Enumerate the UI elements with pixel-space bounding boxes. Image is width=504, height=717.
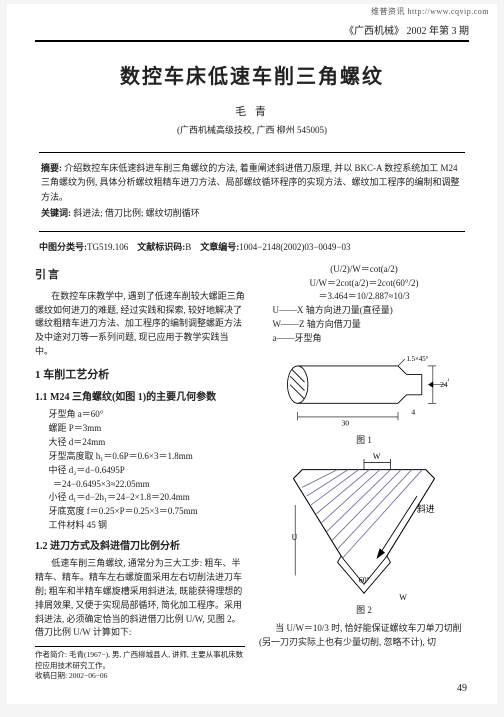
section-1-heading: 1 车削工艺分析 bbox=[35, 367, 245, 384]
keywords-label: 关键词: bbox=[41, 208, 71, 218]
footer-block: 作者简介: 毛青(1967−), 男, 广西柳城县人, 讲师, 主要从事机床数控… bbox=[35, 646, 245, 682]
param-pitch-dia: 中径 d₂＝d−0.6495P bbox=[49, 464, 246, 478]
legend-a: a——牙型角 bbox=[273, 332, 470, 346]
doc-code: B bbox=[185, 242, 191, 252]
legend-u: U——X 轴方向进刀量(直径量) bbox=[273, 304, 470, 318]
chamfer-label: 1.5×45° bbox=[407, 356, 429, 363]
param-minor-dia: 小径 d₁＝d−2h₁＝24−2×1.8＝20.4mm bbox=[49, 491, 246, 505]
abstract-text: 介绍数控车床低速斜进车削三角螺纹的方法, 着重阐述斜进借刀原理, 并以 BKC-… bbox=[41, 163, 460, 202]
page-number: 49 bbox=[457, 683, 467, 694]
author-bio: 作者简介: 毛青(1967−), 男, 广西柳城县人, 讲师, 主要从事机床数控… bbox=[35, 650, 245, 671]
classification-line: 中图分类号:TG519.106 文献标识码:B 文章编号:1004−2148(2… bbox=[39, 240, 465, 253]
right-column: (U/2)/W＝cot(a/2) U/W＝2cot(a/2)＝2cot(60°/… bbox=[259, 263, 469, 682]
intro-heading: 引言 bbox=[35, 267, 245, 284]
journal-header: 《广西机械》 2002 年第 3 期 bbox=[35, 22, 469, 42]
keywords-text: 斜进法; 借刀比例; 螺纹切削循环 bbox=[73, 208, 200, 218]
article-id-label: 文章编号: bbox=[200, 242, 239, 252]
param-major-dia: 大径 d＝24mm bbox=[49, 436, 246, 450]
figure-1: 30 24 4 1.5×45° A bbox=[279, 350, 449, 432]
abstract-block: 摘要: 介绍数控车床低速斜进车削三角螺纹的方法, 着重阐述斜进借刀原理, 并以 … bbox=[39, 152, 465, 232]
view-arrow-a: A bbox=[447, 374, 449, 383]
clc-code: TG519.106 bbox=[87, 242, 128, 252]
clc-label: 中图分类号: bbox=[39, 242, 87, 252]
param-pitch: 螺距 P＝3mm bbox=[49, 422, 246, 436]
left-column: 引言 在数控车床教学中, 遇到了低速车削较大螺距三角螺纹如何进刀的难题, 经过实… bbox=[35, 263, 245, 682]
doc-code-label: 文献标识码: bbox=[137, 242, 185, 252]
dim-4: 4 bbox=[411, 408, 415, 417]
equation-3: ＝3.464＝10/2.887≈10/3 bbox=[259, 290, 469, 304]
param-material: 工件材料 45 钢 bbox=[49, 519, 246, 533]
affiliation: (广西机械高级技校, 广西 柳州 545005) bbox=[35, 123, 469, 136]
equation-1: (U/2)/W＝cot(a/2) bbox=[259, 263, 469, 277]
article-id: 1004−2148(2002)03−0049−03 bbox=[239, 242, 350, 252]
section-1-2-p1: 低速车削三角螺纹, 通常分为三大工步: 粗车、半精车、精车。精车左右螺旋面采用左… bbox=[35, 557, 245, 641]
dim-30: 30 bbox=[341, 419, 349, 428]
fig2-w-top: W bbox=[373, 452, 381, 461]
param-pitch-dia-calc: ＝24−0.6495×3≈22.05mm bbox=[53, 478, 245, 492]
received-date: 收稿日期: 2002−06−06 bbox=[35, 671, 245, 682]
section-1-2-heading: 1.2 进刀方式及斜进借刀比例分析 bbox=[35, 539, 245, 555]
intro-paragraph: 在数控车床教学中, 遇到了低速车削较大螺距三角螺纹如何进刀的难题, 经过实践和探… bbox=[35, 290, 245, 360]
section-1-2-p2: 当 U/W＝10/3 时, 恰好能保证螺纹车刀单刀切削(另一刀刃实际上也有少量切… bbox=[259, 622, 469, 650]
figure-2-label: 图 2 bbox=[259, 604, 469, 618]
fig2-xiejin: 斜进 bbox=[417, 503, 435, 514]
fig2-w-bottom: W bbox=[399, 593, 407, 602]
source-watermark: 维普资讯 http://www.cqvip.com bbox=[371, 6, 489, 17]
author-name: 毛 青 bbox=[35, 103, 469, 119]
abstract-label: 摘要: bbox=[41, 163, 62, 173]
figure-2: 斜进 W 60° U W bbox=[284, 452, 444, 602]
param-height: 牙型高度取 h₁＝0.6P＝0.6×3＝1.8mm bbox=[49, 450, 246, 464]
figure-1-label: 图 1 bbox=[259, 434, 469, 448]
section-1-1-heading: 1.1 M24 三角螺纹(如图 1)的主要几何参数 bbox=[35, 390, 245, 406]
fig2-angle: 60° bbox=[359, 576, 370, 585]
param-root-width: 牙底宽度 f＝0.25×P＝0.25×3＝0.75mm bbox=[49, 505, 246, 519]
equation-2: U/W＝2cot(a/2)＝2cot(60°/2) bbox=[259, 277, 469, 291]
paper-title: 数控车床低速车削三角螺纹 bbox=[35, 60, 469, 89]
param-angle: 牙型角 a＝60° bbox=[49, 408, 246, 422]
fig2-u: U bbox=[292, 533, 298, 542]
legend-w: W——Z 轴方向借刀量 bbox=[273, 318, 470, 332]
